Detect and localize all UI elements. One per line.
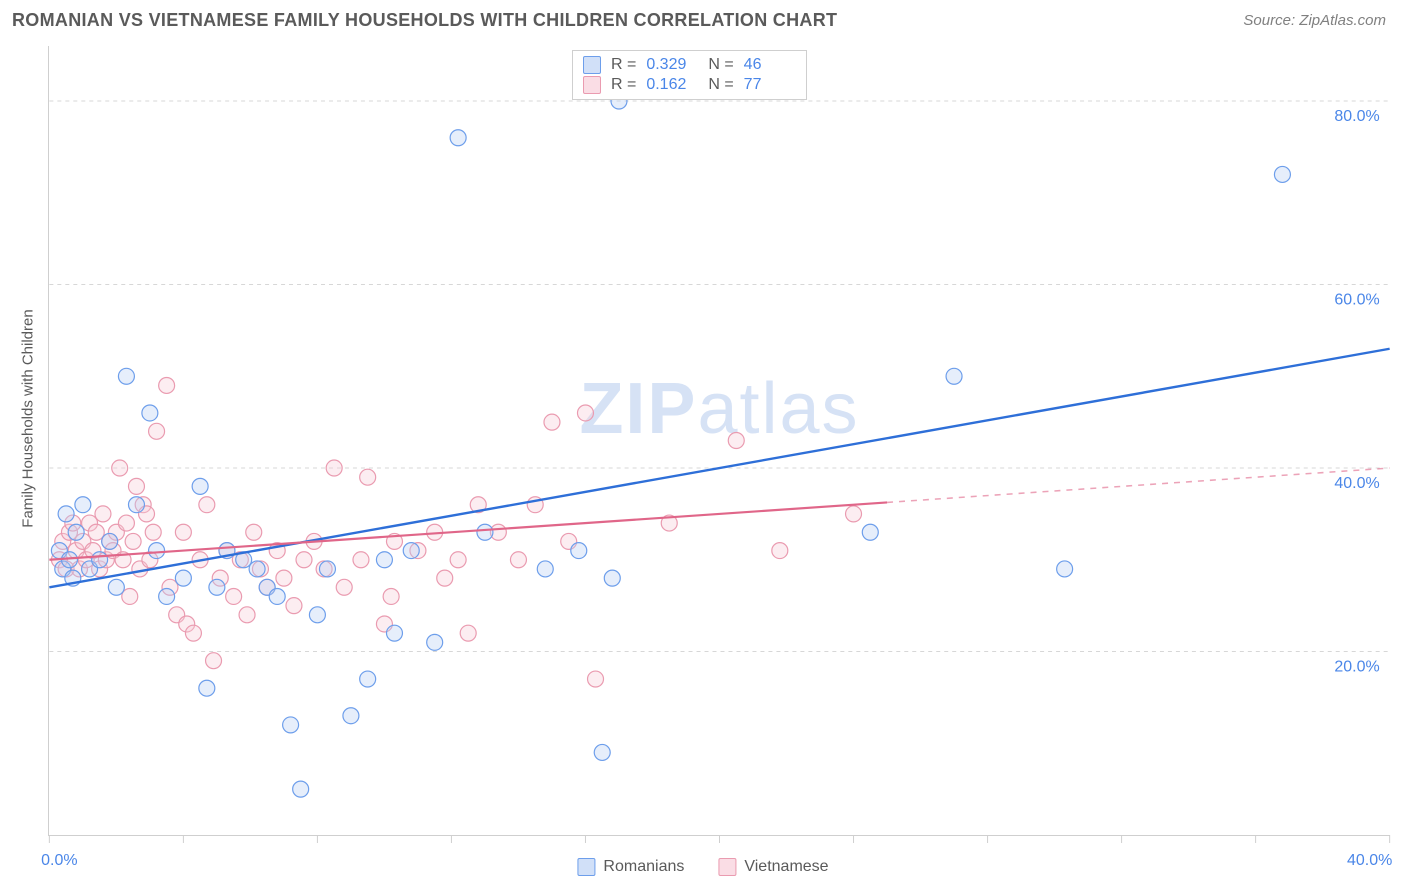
n-label-2: N = bbox=[708, 76, 733, 94]
r-value-vietnamese: 0.162 bbox=[646, 76, 698, 94]
svg-text:60.0%: 60.0% bbox=[1334, 292, 1379, 309]
r-label-2: R = bbox=[611, 76, 636, 94]
y-axis-label: Family Households with Children bbox=[20, 309, 37, 527]
r-label: R = bbox=[611, 56, 636, 74]
swatch-vietnamese bbox=[583, 76, 601, 94]
legend-label-romanians: Romanians bbox=[603, 858, 684, 876]
legend-item-vietnamese: Vietnamese bbox=[718, 858, 828, 876]
swatch-romanians bbox=[583, 56, 601, 74]
svg-text:0.0%: 0.0% bbox=[41, 852, 77, 869]
stats-row-vietnamese: R = 0.162 N = 77 bbox=[583, 75, 796, 95]
n-label: N = bbox=[708, 56, 733, 74]
svg-text:40.0%: 40.0% bbox=[1334, 475, 1379, 492]
n-value-romanians: 46 bbox=[744, 56, 796, 74]
bottom-legend: Romanians Vietnamese bbox=[577, 858, 828, 876]
chart-plot-area: ZIPatlas 20.0%40.0%60.0%80.0%0.0%40.0% R… bbox=[48, 46, 1390, 836]
r-value-romanians: 0.329 bbox=[646, 56, 698, 74]
chart-title: ROMANIAN VS VIETNAMESE FAMILY HOUSEHOLDS… bbox=[12, 10, 837, 31]
n-value-vietnamese: 77 bbox=[744, 76, 796, 94]
stats-row-romanians: R = 0.329 N = 46 bbox=[583, 55, 796, 75]
legend-label-vietnamese: Vietnamese bbox=[744, 858, 828, 876]
source-prefix: Source: bbox=[1243, 12, 1299, 29]
y-axis-label-container: Family Households with Children bbox=[18, 0, 38, 836]
svg-text:20.0%: 20.0% bbox=[1334, 658, 1379, 675]
source-name: ZipAtlas.com bbox=[1299, 12, 1386, 29]
legend-swatch-romanians bbox=[577, 858, 595, 876]
chart-svg: 20.0%40.0%60.0%80.0%0.0%40.0% bbox=[49, 46, 1390, 835]
legend-swatch-vietnamese bbox=[718, 858, 736, 876]
legend-item-romanians: Romanians bbox=[577, 858, 684, 876]
svg-text:80.0%: 80.0% bbox=[1334, 108, 1379, 125]
stats-legend-box: R = 0.329 N = 46 R = 0.162 N = 77 bbox=[572, 50, 807, 100]
svg-text:40.0%: 40.0% bbox=[1347, 852, 1392, 869]
source-attribution: Source: ZipAtlas.com bbox=[1243, 12, 1386, 30]
